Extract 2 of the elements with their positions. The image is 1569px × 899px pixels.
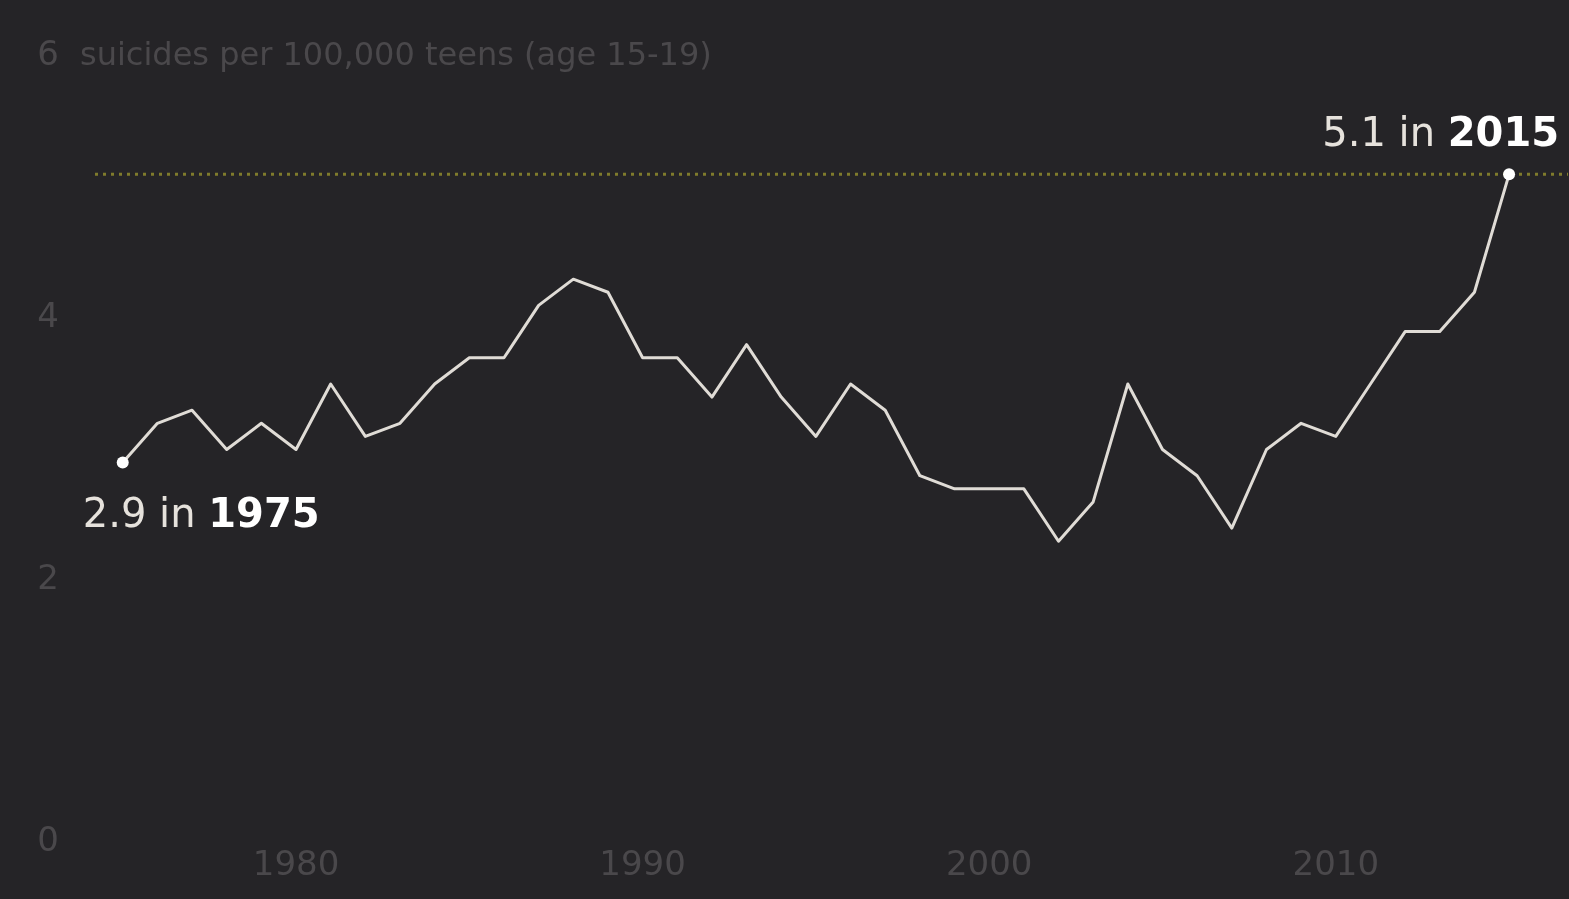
annotation: 2.9 in 1975 [82,489,320,536]
annotation: 5.1 in 2015 [1322,109,1560,156]
